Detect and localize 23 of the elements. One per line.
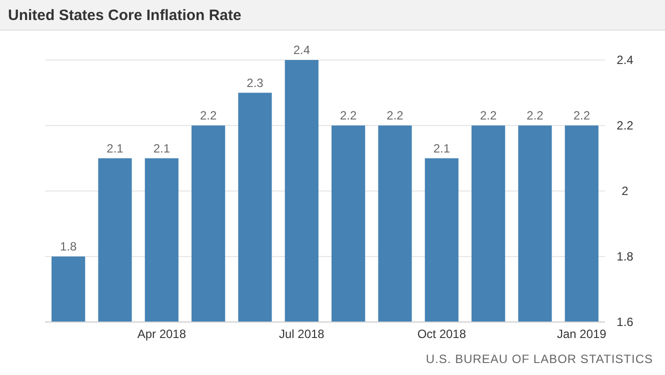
data-label: 2.4 (293, 43, 310, 57)
data-label: 2.1 (106, 141, 124, 156)
text: U.S. BUREAU OF LABOR STATISTICS (426, 352, 653, 366)
x-tick-label: Jan 2019 (556, 327, 607, 341)
y-tick-label: 1.6 (616, 315, 634, 329)
x-tick-label: Oct 2018 (417, 327, 466, 341)
data-label: 2.2 (526, 108, 544, 122)
y-tick-label: 2 (622, 184, 629, 198)
data-label: 2.2 (340, 108, 357, 122)
y-tick-label: 1.8 (616, 250, 634, 264)
data-label: 1.8 (60, 240, 77, 254)
data-label: 2.1 (153, 141, 170, 156)
x-tick-label: Apr 2018 (137, 327, 186, 341)
data-label: 2.1 (433, 141, 450, 156)
chart-title: United States Core Inflation Rate (8, 7, 242, 24)
x-tick-label: Jul 2018 (278, 327, 325, 341)
data-label: 2.2 (200, 108, 217, 122)
data-label: 2.3 (246, 76, 264, 90)
y-tick-label: 2.4 (616, 53, 634, 67)
data-label: 2.2 (573, 108, 590, 122)
data-label: 2.2 (386, 108, 404, 122)
y-tick-label: 2.2 (616, 118, 634, 132)
data-label: 2.2 (480, 108, 497, 122)
